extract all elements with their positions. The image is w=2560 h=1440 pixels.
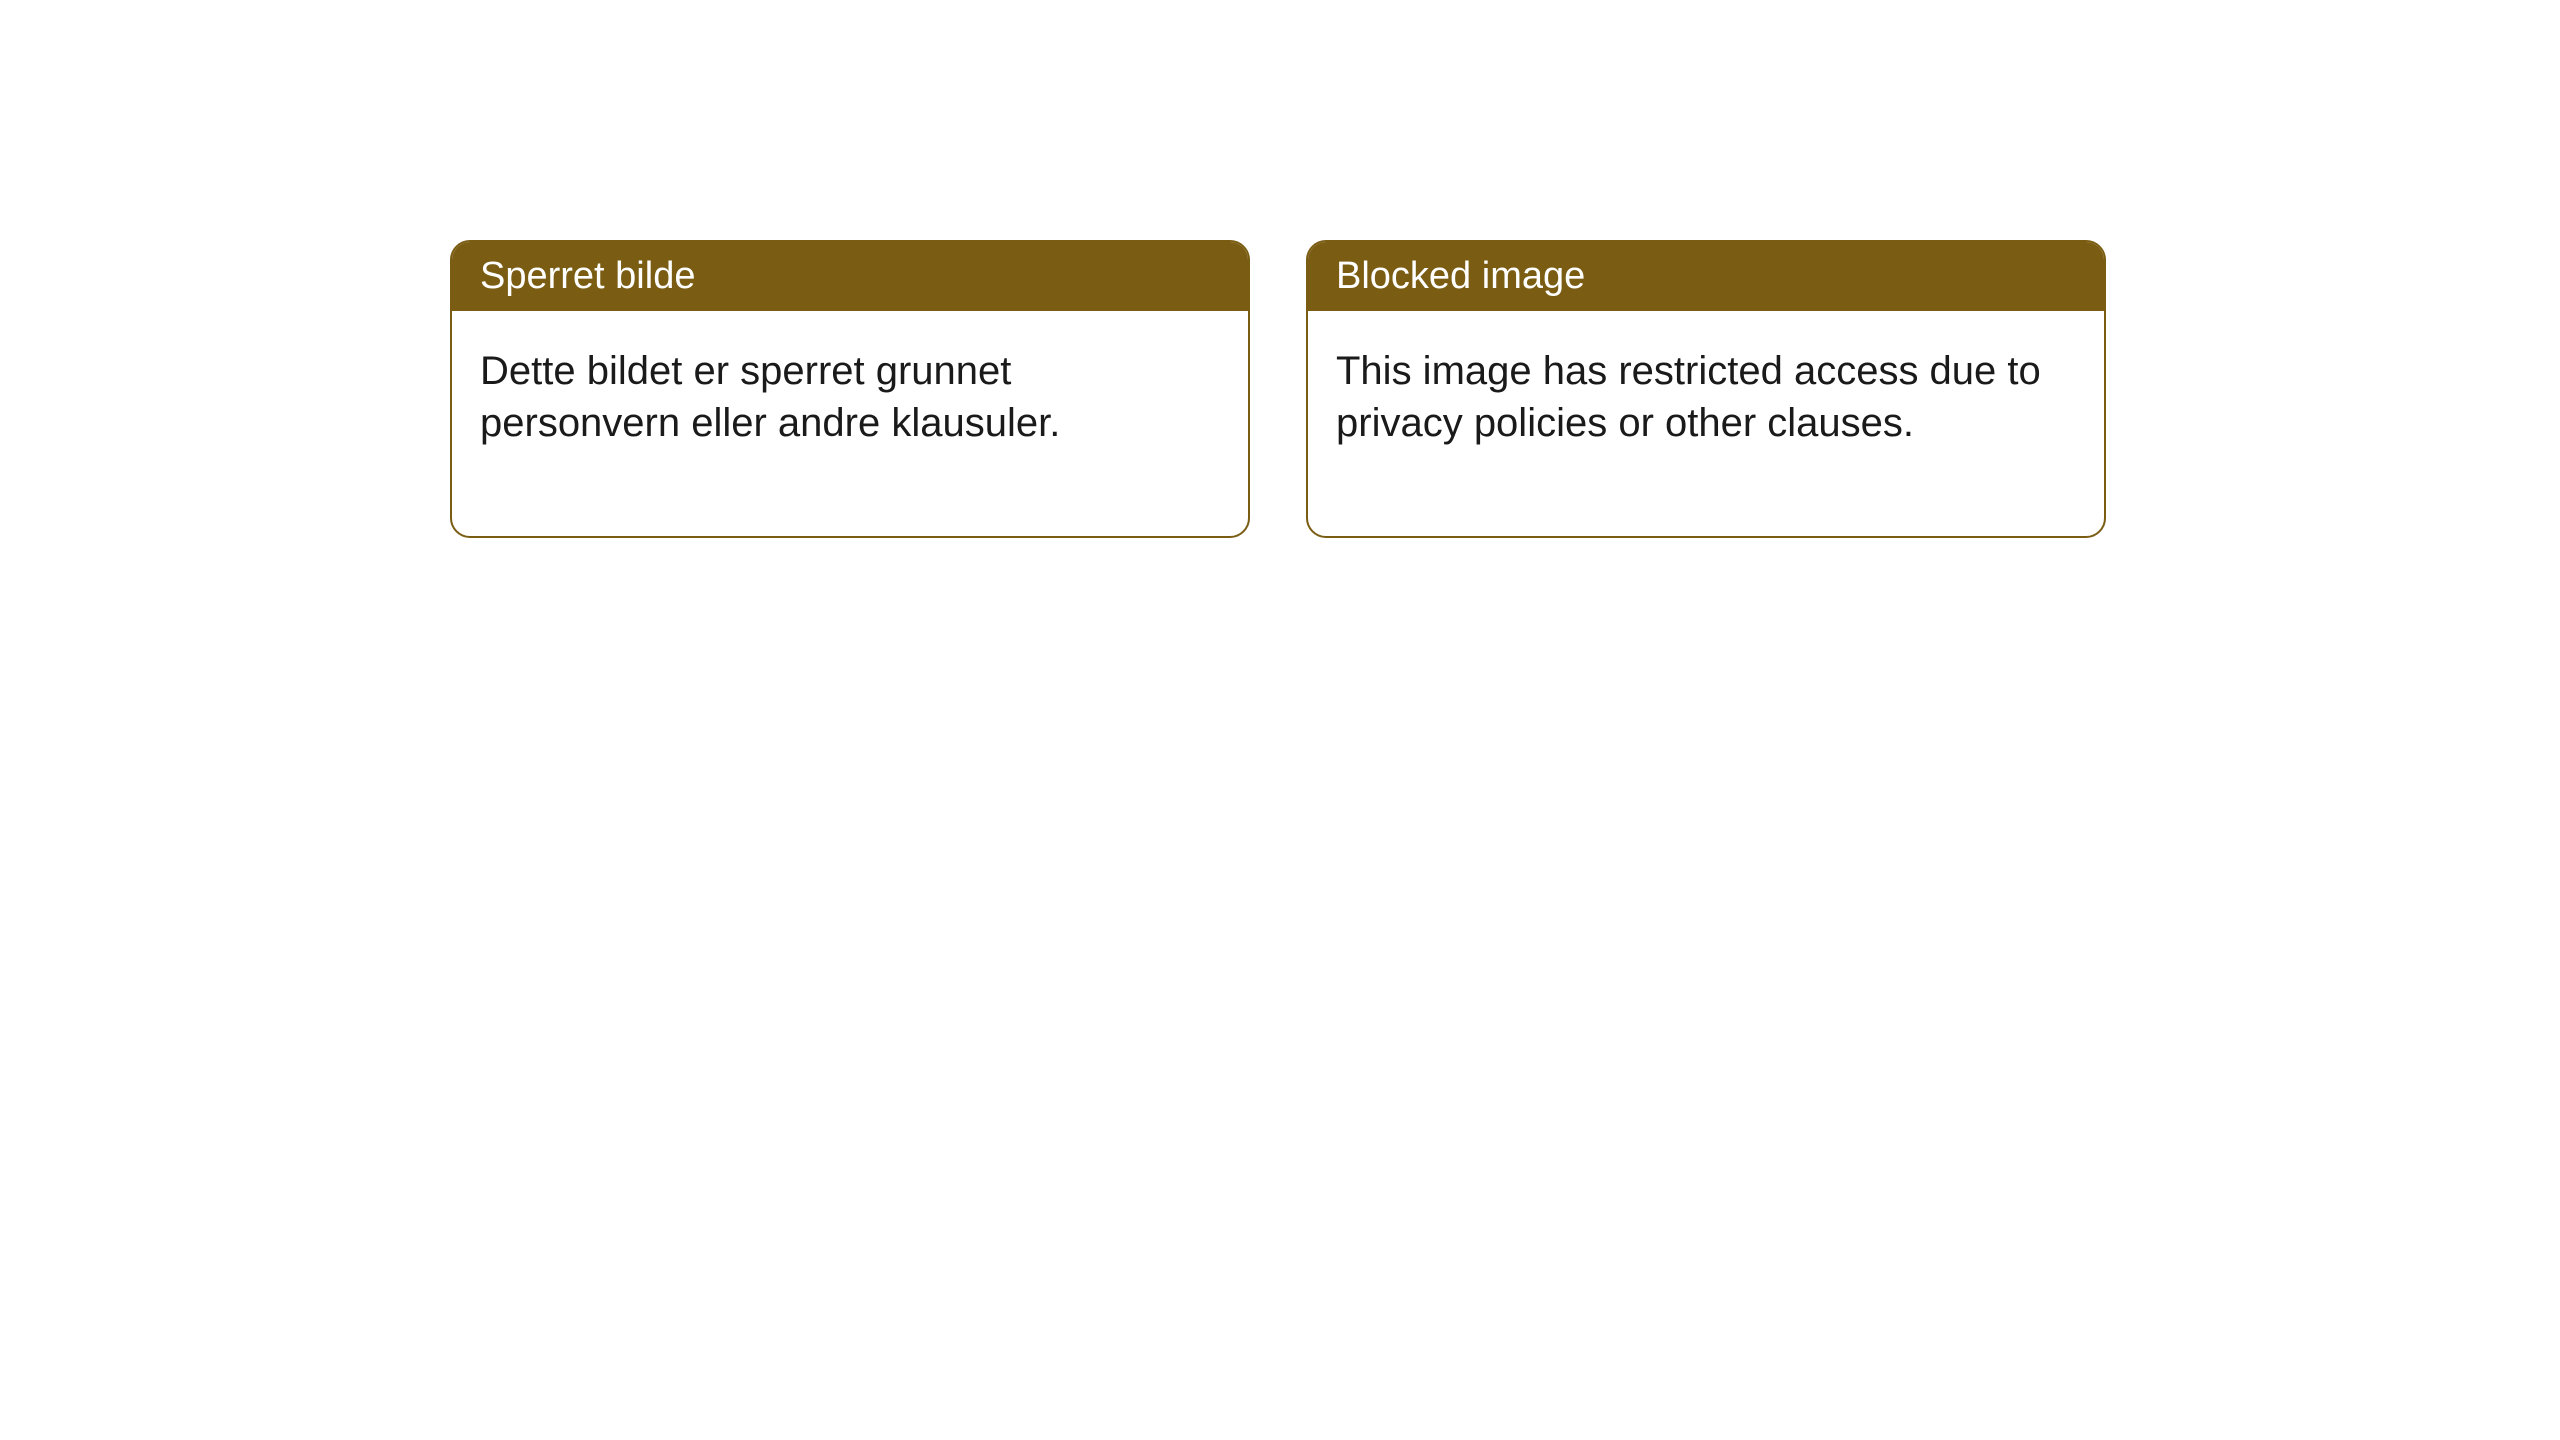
card-header: Blocked image (1308, 242, 2104, 311)
card-body: Dette bildet er sperret grunnet personve… (452, 311, 1248, 536)
cards-container: Sperret bilde Dette bildet er sperret gr… (450, 240, 2106, 538)
card-header: Sperret bilde (452, 242, 1248, 311)
blocked-image-card-no: Sperret bilde Dette bildet er sperret gr… (450, 240, 1250, 538)
card-body: This image has restricted access due to … (1308, 311, 2104, 536)
blocked-image-card-en: Blocked image This image has restricted … (1306, 240, 2106, 538)
